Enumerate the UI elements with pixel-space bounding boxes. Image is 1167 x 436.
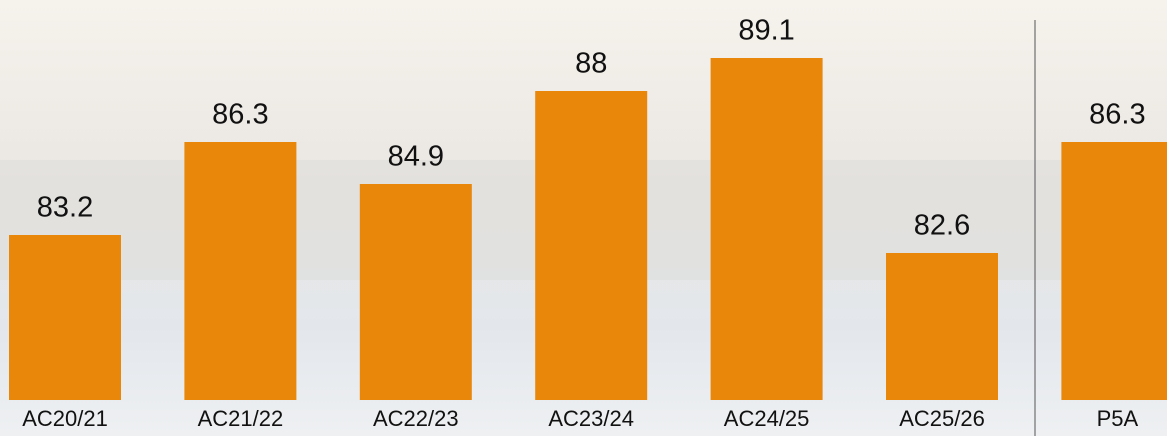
value-label: 86.3 xyxy=(212,99,268,131)
x-tick-label: AC22/23 xyxy=(373,406,459,431)
x-tick-label: AC24/25 xyxy=(724,406,810,431)
value-label: 88 xyxy=(575,48,607,80)
value-label: 83.2 xyxy=(37,192,93,224)
bar xyxy=(535,91,648,400)
x-tick-label: AC20/21 xyxy=(22,406,108,431)
bar xyxy=(184,142,297,400)
value-label: 82.6 xyxy=(914,210,970,242)
value-label: 89.1 xyxy=(738,15,794,47)
bar xyxy=(710,58,823,400)
value-label: 84.9 xyxy=(388,141,444,173)
x-tick-label: AC25/26 xyxy=(899,406,985,431)
bar xyxy=(1061,142,1167,400)
bar xyxy=(886,253,998,400)
x-tick-label: AC21/22 xyxy=(198,406,284,431)
value-label: 86.3 xyxy=(1089,99,1145,131)
bar xyxy=(9,235,121,400)
x-tick-label: P5A xyxy=(1097,406,1139,431)
bar xyxy=(359,184,472,400)
x-tick-label: AC23/24 xyxy=(548,406,634,431)
